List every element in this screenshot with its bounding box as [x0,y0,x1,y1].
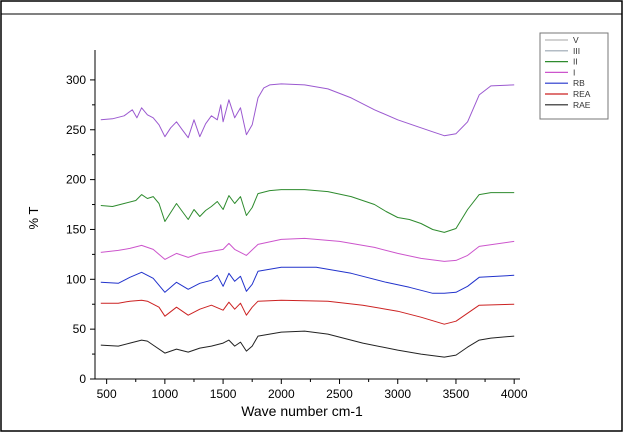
y-tick-label: 0 [79,372,86,386]
series-line-rb [100,266,515,294]
x-axis-label: Wave number cm-1 [241,403,363,419]
series-line-i [100,237,515,262]
x-tick-label: 3500 [443,387,470,401]
x-ticks: 500 1000 1500 2000 2500 3000 3500 4000 [97,379,528,401]
y-tick-label: 200 [66,173,86,187]
y-tick-label: 150 [66,222,86,236]
x-tick-label: 2000 [268,387,295,401]
y-tick-label: 100 [66,272,86,286]
x-tick-label: 1500 [210,387,237,401]
y-tick-label: 300 [66,73,86,87]
legend-label: RAE [573,100,591,110]
plot-area [100,83,515,358]
series-line-ii [100,189,515,233]
series-line-unlabeled-7 [100,83,515,139]
x-tick-label: 3000 [384,387,411,401]
y-axis-label: % T [26,207,41,230]
y-tick-label: 50 [73,322,87,336]
x-tick-label: 4000 [501,387,528,401]
legend-label: REA [573,89,591,99]
series-line-rae [100,330,515,358]
y-tick-label: 250 [66,123,86,137]
legend-label: III [573,46,580,56]
y-ticks: 0 50 100 150 200 250 300 [66,73,95,386]
legend-label: V [573,35,579,45]
x-tick-label: 2500 [326,387,353,401]
series-line-rea [100,299,515,325]
legend-label: RB [573,78,585,88]
legend-label: II [573,57,578,67]
x-tick-label: 500 [97,387,117,401]
legend-label: I [573,67,575,77]
x-tick-label: 1000 [152,387,179,401]
